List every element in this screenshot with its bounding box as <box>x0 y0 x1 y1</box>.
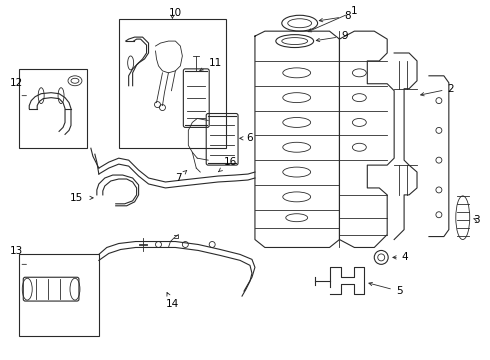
Text: 10: 10 <box>169 8 182 18</box>
Text: 14: 14 <box>166 293 179 309</box>
Bar <box>19 69 87 148</box>
Text: 7: 7 <box>175 170 187 183</box>
Text: 9: 9 <box>316 31 348 42</box>
Bar <box>119 19 226 148</box>
Text: 16: 16 <box>219 157 237 172</box>
Text: 15: 15 <box>70 193 83 203</box>
Text: 8: 8 <box>319 11 351 22</box>
Text: 6: 6 <box>240 133 253 143</box>
Text: 2: 2 <box>420 84 454 96</box>
Text: 12: 12 <box>9 78 23 88</box>
Text: 5: 5 <box>369 282 402 296</box>
Bar <box>19 255 99 336</box>
Text: 13: 13 <box>9 247 23 256</box>
Text: 4: 4 <box>393 252 408 262</box>
Text: 11: 11 <box>199 58 222 71</box>
Text: 1: 1 <box>308 6 358 32</box>
Text: 3: 3 <box>473 215 480 225</box>
